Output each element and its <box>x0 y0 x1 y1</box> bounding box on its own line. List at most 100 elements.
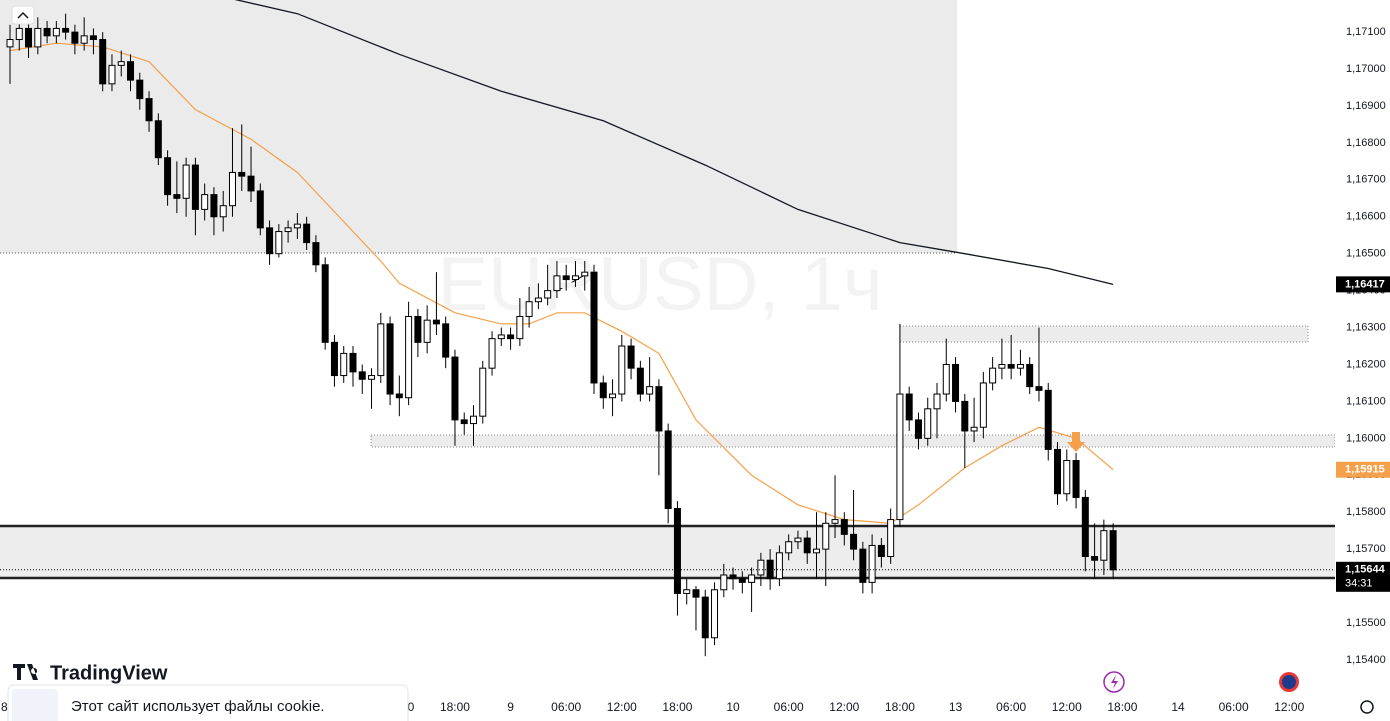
candle-body <box>534 297 542 303</box>
x-tick-label: 12:00 <box>1052 700 1082 714</box>
y-tick-label: 1,16700 <box>1346 174 1386 186</box>
candle-body <box>877 544 885 558</box>
candle-body <box>99 39 107 85</box>
cookie-box <box>7 684 409 721</box>
candle-body <box>1044 389 1052 450</box>
candle-body <box>516 315 524 340</box>
candle-body <box>729 574 737 580</box>
candle-body <box>191 164 199 210</box>
candle-body <box>43 27 51 37</box>
icon <box>17 11 29 19</box>
x-tick-label: 12:00 <box>1274 700 1304 714</box>
price-tag-label: 1,16417 <box>1345 278 1385 290</box>
x-tick-label: 18:00 <box>1107 700 1137 714</box>
price-tag-label: 1,15644 <box>1345 564 1386 576</box>
candle-body <box>803 537 811 554</box>
y-tick-label: 1,17100 <box>1346 26 1386 38</box>
candle-body <box>349 352 357 373</box>
price-tag-label: 1,15915 <box>1345 464 1385 476</box>
candle-body <box>831 519 839 524</box>
candle-body <box>228 171 236 207</box>
candle-body <box>164 157 172 196</box>
candle-body <box>942 363 950 395</box>
y-tick-label: 1,15700 <box>1346 543 1386 555</box>
logo-icon <box>13 664 38 680</box>
candle-body <box>80 35 88 44</box>
candle-body <box>683 589 691 594</box>
candle-body <box>108 64 116 85</box>
collapse-button[interactable] <box>11 5 35 25</box>
candle-body <box>414 315 422 343</box>
y-tick-label: 1,15800 <box>1346 506 1386 518</box>
candle-body <box>636 367 644 395</box>
candle-body <box>15 27 23 41</box>
candle-body <box>136 79 144 100</box>
candle-body <box>914 419 922 439</box>
icon <box>1111 675 1118 689</box>
candle-body <box>924 408 932 439</box>
y-tick-label: 1,15500 <box>1346 617 1386 629</box>
y-tick-label: 1,16100 <box>1346 395 1386 407</box>
price-tag <box>1336 561 1390 592</box>
candle-body <box>711 589 719 639</box>
candle-body <box>470 415 477 425</box>
candle-body <box>952 363 960 402</box>
x-tick-label: 18:00 <box>885 700 915 714</box>
candle-body <box>571 275 579 281</box>
candle-body <box>655 386 663 432</box>
candle-body <box>247 175 255 192</box>
x-tick-label: 06:00 <box>996 700 1026 714</box>
candle-body <box>748 574 756 583</box>
candle-body <box>451 356 459 421</box>
y-tick-label: 1,16000 <box>1346 432 1386 444</box>
watermark: EURUSD, 1ч <box>437 242 882 327</box>
x-tick-label: 12:00 <box>829 700 859 714</box>
candle-body <box>738 578 746 583</box>
candle-body <box>692 589 700 598</box>
candle-body <box>173 194 181 199</box>
x-tick-label: 10 <box>726 700 740 714</box>
candle-body <box>868 544 876 583</box>
candle-body <box>1091 556 1099 561</box>
x-tick-label: 12:00 <box>607 700 637 714</box>
candle-body <box>423 319 431 343</box>
candle-body <box>627 345 635 369</box>
x-tick-label: 06:00 <box>774 700 804 714</box>
candle-body <box>1016 363 1024 369</box>
settings-button[interactable] <box>1360 700 1374 714</box>
candle-body <box>646 386 654 395</box>
candle-body <box>850 533 858 550</box>
candle-body <box>238 171 246 177</box>
price-tag <box>1336 461 1390 478</box>
x-tick-label: 13 <box>949 700 963 714</box>
candle-body <box>609 393 617 399</box>
candle-body <box>1063 460 1071 495</box>
candle-body <box>961 400 969 432</box>
zone <box>370 434 1336 448</box>
candle-body <box>145 98 153 122</box>
candle-body <box>840 519 848 535</box>
candle-body <box>590 271 598 384</box>
candle-body <box>442 323 450 358</box>
candle-body <box>395 393 403 399</box>
candle-body <box>71 31 79 44</box>
zone <box>899 325 1309 343</box>
y-tick-label: 1,16300 <box>1346 321 1386 333</box>
candle-body <box>312 242 320 266</box>
candle-body <box>1081 496 1089 558</box>
candle-body <box>284 227 292 233</box>
candle-body <box>933 393 941 410</box>
candle-body <box>887 519 895 558</box>
candle-body <box>1109 530 1117 571</box>
candle-body <box>488 338 496 369</box>
candle-body <box>812 548 820 554</box>
candle-body <box>1100 530 1108 561</box>
candle-body <box>544 290 552 299</box>
candle-body <box>553 275 561 292</box>
candle-body <box>210 194 218 218</box>
candle-body <box>405 315 413 399</box>
candle-body <box>460 419 468 425</box>
candle-body <box>25 27 33 48</box>
candle-body <box>497 334 505 340</box>
